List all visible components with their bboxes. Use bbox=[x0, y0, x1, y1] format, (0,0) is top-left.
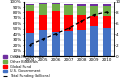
Bar bbox=[64, 31, 73, 56]
Bar bbox=[26, 33, 34, 56]
Bar bbox=[77, 4, 86, 6]
Bar bbox=[103, 28, 111, 56]
Bar bbox=[52, 32, 60, 56]
Bar bbox=[77, 30, 86, 56]
Bar bbox=[64, 4, 73, 5]
Bar bbox=[103, 16, 111, 28]
Bar bbox=[64, 15, 73, 31]
Bar bbox=[52, 4, 60, 11]
Bar bbox=[90, 16, 98, 26]
Bar bbox=[39, 15, 47, 30]
Bar bbox=[39, 3, 47, 4]
Bar bbox=[39, 30, 47, 56]
Bar bbox=[103, 6, 111, 16]
Bar bbox=[52, 3, 60, 4]
Bar bbox=[26, 4, 34, 5]
Bar bbox=[26, 5, 34, 11]
Legend: Other Multilaterals, Other Bilaterals, Global Fund, U.S. Government, Total Fundi: Other Multilaterals, Other Bilaterals, G… bbox=[3, 55, 50, 78]
Bar bbox=[90, 4, 98, 6]
Bar bbox=[64, 5, 73, 15]
Bar bbox=[26, 11, 34, 33]
Bar bbox=[103, 4, 111, 6]
Bar bbox=[77, 15, 86, 30]
Bar bbox=[90, 6, 98, 16]
Bar bbox=[39, 4, 47, 15]
Bar bbox=[52, 11, 60, 32]
Bar bbox=[90, 26, 98, 56]
Bar bbox=[77, 6, 86, 15]
